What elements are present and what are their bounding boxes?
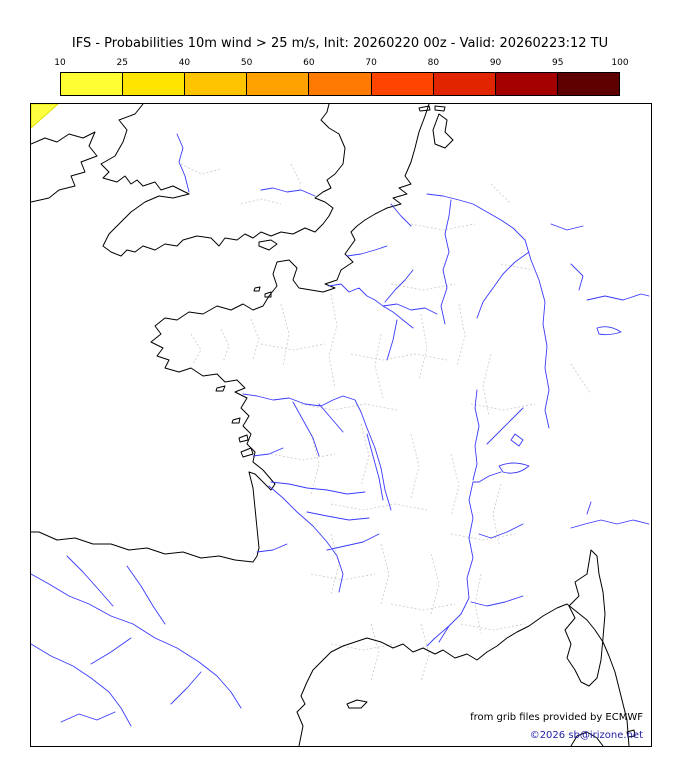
colorbar-segment [247,73,310,95]
rivers-germany-italy [550,223,650,529]
colorbar-tick-label: 10 [54,58,66,68]
coastline-netherlands-water [432,113,454,149]
rivers-spain [31,555,242,727]
rivers-britain [176,133,316,197]
colorbar-segments [60,72,620,96]
probability-patch [31,104,59,129]
colorbar-segment [557,73,619,95]
colorbar-tick-label: 100 [611,58,629,68]
colorbar-ticks: 10 25 40 50 60 70 80 90 95 100 [54,58,628,72]
coastline-corsica [564,549,606,687]
colorbar-segment [185,73,248,95]
map-canvas: from grib files provided by ECMWF ©2026 … [31,104,650,746]
colorbar: 10 25 40 50 60 70 80 90 95 100 [54,58,629,96]
colorbar-tick-label: 90 [489,58,502,68]
coastline-ireland [31,131,98,203]
map-frame: from grib files provided by ECMWF ©2026 … [30,103,652,747]
colorbar-segment [433,73,496,95]
page-title: IFS - Probabilities 10m wind > 25 m/s, I… [71,36,609,51]
coastline-britain [100,104,346,257]
colorbar-tick-label: 80 [427,58,440,68]
colorbar-tick-label: 25 [116,58,128,68]
coastline-continent [31,104,430,563]
colorbar-segment [309,73,372,95]
colorbar-segment [123,73,186,95]
lakes [498,326,622,474]
credits-source: from grib files provided by ECMWF [470,712,643,723]
coastline-isle-of-wight [258,239,278,251]
colorbar-tick-label: 95 [552,58,564,68]
rivers-france [242,193,550,647]
coastline-small-islands [215,105,636,746]
coastline-mediterranean-italy [296,603,630,746]
colorbar-tick-label: 70 [365,58,377,68]
colorbar-tick-label: 60 [303,58,315,68]
colorbar-tick-label: 50 [240,58,253,68]
admin-boundaries [180,163,592,683]
credits-copyright: ©2026 sb@irizone.net [530,730,643,741]
colorbar-segment [371,73,434,95]
colorbar-segment [495,73,558,95]
colorbar-segment [61,73,124,95]
colorbar-tick-label: 40 [178,58,191,68]
